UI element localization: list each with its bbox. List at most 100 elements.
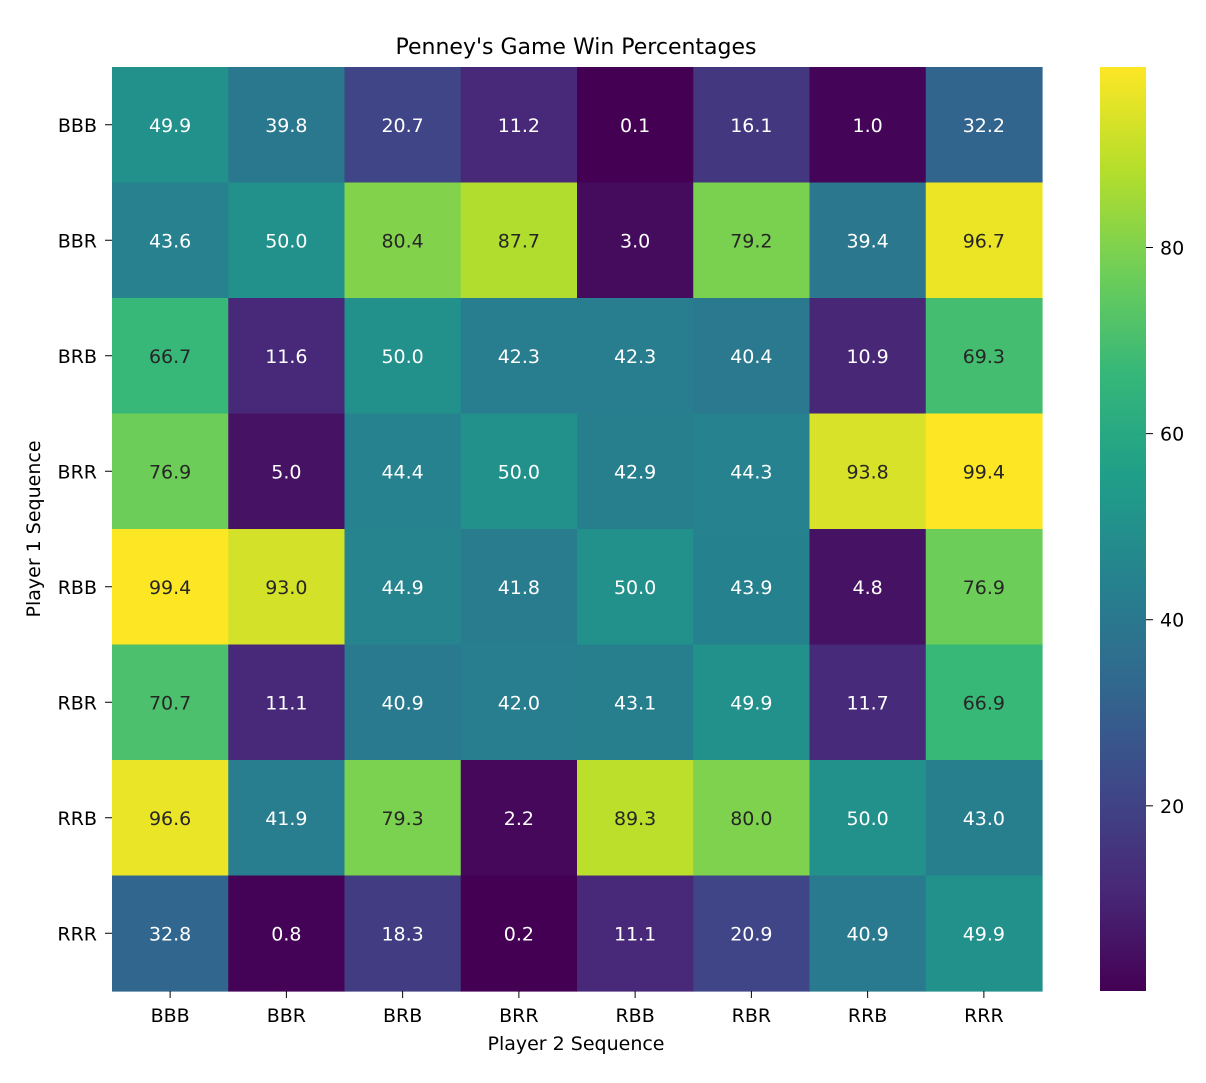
x-axis-label: Player 2 Sequence bbox=[487, 1033, 664, 1055]
heatmap-cell bbox=[344, 760, 462, 877]
x-axis: BBB BBR BRB BRR RBB RBR RRB RRR bbox=[151, 991, 1004, 1027]
heatmap-cell bbox=[925, 298, 1043, 415]
cell-value-label: 42.3 bbox=[498, 346, 540, 368]
cell-value-label: 43.9 bbox=[730, 577, 772, 599]
x-tick-label: BBR bbox=[267, 1005, 306, 1027]
cell-value-label: 99.4 bbox=[149, 577, 191, 599]
heatmap-cell bbox=[577, 413, 694, 530]
cell-value-label: 0.8 bbox=[271, 923, 301, 945]
heatmap-cell bbox=[693, 875, 811, 992]
heatmap-cell bbox=[809, 67, 927, 184]
x-tick-label: RBB bbox=[615, 1005, 654, 1027]
heatmap-cell bbox=[809, 760, 927, 877]
cell-value-label: 89.3 bbox=[614, 808, 656, 830]
cell-value-label: 43.0 bbox=[963, 808, 1005, 830]
cell-value-label: 18.3 bbox=[381, 923, 423, 945]
y-tick-label: RBB bbox=[58, 577, 97, 599]
heatmap-cell bbox=[112, 760, 229, 877]
heatmap-cell bbox=[809, 182, 927, 299]
heatmap-cell bbox=[460, 413, 578, 530]
heatmap-cells: 49.9 39.8 20.7 11.2 0.1 16.1 1.0 32.2 43.6 50.0 80… bbox=[112, 67, 1043, 992]
y-tick-label: RRR bbox=[57, 923, 97, 945]
y-tick-label: BRB bbox=[58, 346, 97, 368]
heatmap-cell bbox=[228, 529, 346, 646]
x-tick-label: BRB bbox=[383, 1005, 422, 1027]
heatmap-cell bbox=[460, 529, 578, 646]
cell-value-label: 80.4 bbox=[381, 230, 423, 252]
heatmap-cell bbox=[228, 875, 346, 992]
heatmap-cell bbox=[344, 875, 462, 992]
colorbar-tick-label: 40 bbox=[1160, 610, 1184, 632]
y-axis: BBB BBR BRB BRR RBB RBR RRB RRR bbox=[57, 115, 112, 945]
heatmap-cell bbox=[112, 67, 229, 184]
heatmap-cell bbox=[460, 67, 578, 184]
heatmap-cell bbox=[925, 413, 1043, 530]
heatmap-cell bbox=[577, 67, 694, 184]
cell-value-label: 11.7 bbox=[846, 692, 888, 714]
cell-value-label: 2.2 bbox=[504, 808, 534, 830]
y-axis-label: Player 1 Sequence bbox=[23, 440, 45, 617]
heatmap-cell bbox=[577, 644, 694, 761]
colorbar-gradient bbox=[1100, 67, 1146, 991]
cell-value-label: 42.9 bbox=[614, 461, 656, 483]
cell-value-label: 5.0 bbox=[271, 461, 301, 483]
cell-value-label: 43.1 bbox=[614, 692, 656, 714]
heatmap-cell bbox=[925, 760, 1043, 877]
cell-value-label: 66.9 bbox=[963, 692, 1005, 714]
cell-value-label: 49.9 bbox=[730, 692, 772, 714]
heatmap-cell bbox=[228, 298, 346, 415]
heatmap-cell bbox=[228, 644, 346, 761]
cell-value-label: 32.2 bbox=[963, 115, 1005, 137]
cell-value-label: 41.8 bbox=[498, 577, 540, 599]
heatmap-cell bbox=[460, 182, 578, 299]
colorbar-ticks: 20 40 60 80 bbox=[1146, 238, 1184, 818]
heatmap-cell bbox=[344, 298, 462, 415]
heatmap-cell bbox=[228, 413, 346, 530]
y-tick-label: RRB bbox=[58, 808, 97, 830]
heatmap-cell bbox=[344, 529, 462, 646]
chart-title: Penney's Game Win Percentages bbox=[396, 35, 757, 60]
heatmap-cell bbox=[344, 644, 462, 761]
colorbar-tick-label: 20 bbox=[1160, 796, 1184, 818]
heatmap-cell bbox=[809, 298, 927, 415]
cell-value-label: 44.9 bbox=[381, 577, 423, 599]
cell-value-label: 40.9 bbox=[846, 923, 888, 945]
cell-value-label: 80.0 bbox=[730, 808, 772, 830]
heatmap-cell bbox=[228, 182, 346, 299]
cell-value-label: 50.0 bbox=[614, 577, 656, 599]
cell-value-label: 40.9 bbox=[381, 692, 423, 714]
heatmap-cell bbox=[693, 760, 811, 877]
heatmap-cell bbox=[925, 182, 1043, 299]
x-tick-label: RRR bbox=[964, 1005, 1004, 1027]
colorbar-tick-label: 60 bbox=[1160, 424, 1184, 446]
heatmap-cell bbox=[460, 760, 578, 877]
y-tick-label: BBR bbox=[58, 230, 97, 252]
heatmap-cell bbox=[460, 644, 578, 761]
cell-value-label: 11.1 bbox=[614, 923, 656, 945]
cell-value-label: 44.4 bbox=[381, 461, 423, 483]
heatmap-cell bbox=[228, 67, 346, 184]
cell-value-label: 43.6 bbox=[149, 230, 191, 252]
heatmap-cell bbox=[693, 529, 811, 646]
cell-value-label: 87.7 bbox=[498, 230, 540, 252]
cell-value-label: 44.3 bbox=[730, 461, 772, 483]
heatmap-cell bbox=[809, 413, 927, 530]
cell-value-label: 49.9 bbox=[149, 115, 191, 137]
cell-value-label: 3.0 bbox=[620, 230, 650, 252]
heatmap-cell bbox=[112, 413, 229, 530]
cell-value-label: 50.0 bbox=[265, 230, 307, 252]
cell-value-label: 10.9 bbox=[846, 346, 888, 368]
cell-value-label: 76.9 bbox=[149, 461, 191, 483]
heatmap-cell bbox=[112, 875, 229, 992]
cell-value-label: 76.9 bbox=[963, 577, 1005, 599]
heatmap-cell bbox=[460, 298, 578, 415]
cell-value-label: 49.9 bbox=[963, 923, 1005, 945]
cell-value-label: 11.2 bbox=[498, 115, 540, 137]
heatmap-cell bbox=[925, 644, 1043, 761]
colorbar-tick-label: 80 bbox=[1160, 238, 1184, 260]
cell-value-label: 79.3 bbox=[381, 808, 423, 830]
heatmap-cell bbox=[344, 182, 462, 299]
heatmap-cell bbox=[693, 644, 811, 761]
